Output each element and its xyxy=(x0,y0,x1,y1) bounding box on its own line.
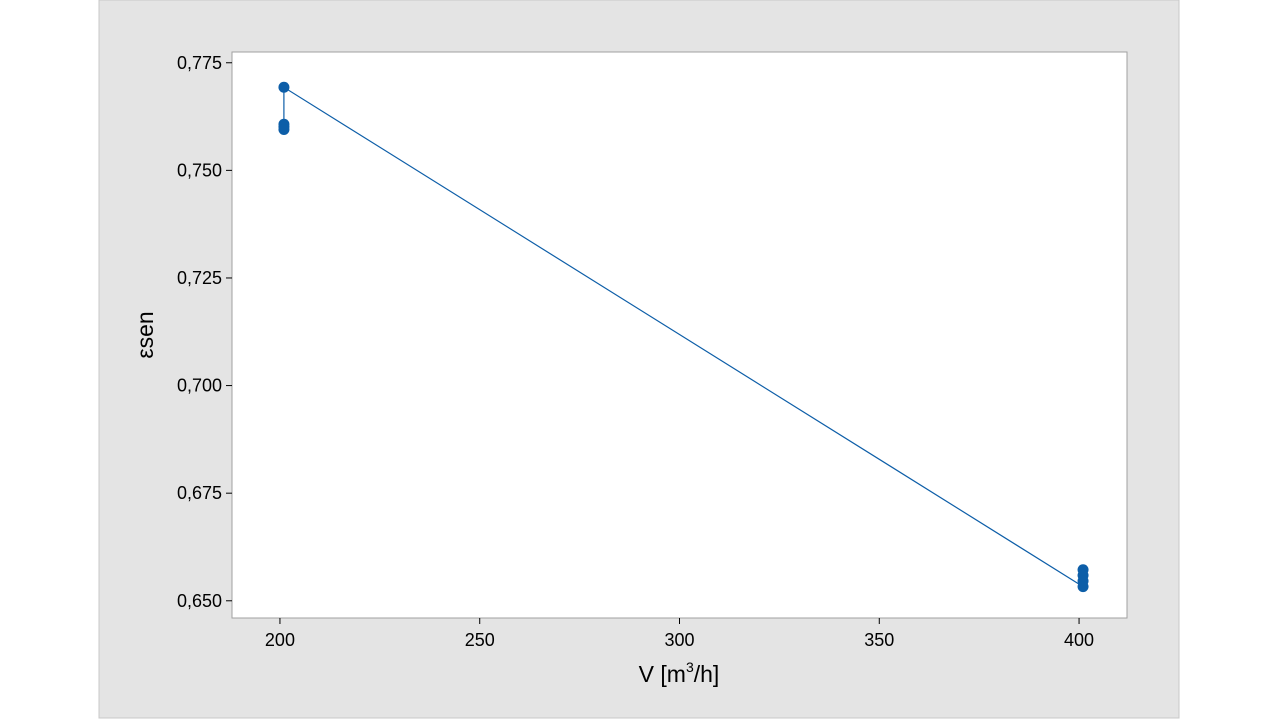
y-tick-label: 0,725 xyxy=(177,268,222,288)
x-axis-title-main: V [m xyxy=(639,661,686,687)
x-tick-label: 200 xyxy=(265,630,295,650)
y-axis: 0,650 0,675 0,700 0,725 0,750 0,775 xyxy=(177,53,232,611)
x-axis: 200 250 300 350 400 xyxy=(265,618,1094,650)
y-tick-label: 0,700 xyxy=(177,376,222,396)
x-tick-label: 250 xyxy=(465,630,495,650)
y-tick-label: 0,775 xyxy=(177,53,222,73)
y-tick-label: 0,650 xyxy=(177,591,222,611)
data-point xyxy=(278,81,290,93)
x-axis-title-tail: /h] xyxy=(694,661,720,687)
x-tick-label: 300 xyxy=(664,630,694,650)
series-layer xyxy=(278,81,1089,593)
x-tick-label: 350 xyxy=(864,630,894,650)
y-tick-label: 0,750 xyxy=(177,160,222,180)
x-axis-title-superscript: 3 xyxy=(686,659,694,675)
y-tick-label: 0,675 xyxy=(177,483,222,503)
data-point xyxy=(1077,581,1089,593)
data-point xyxy=(278,123,290,135)
x-tick-label: 400 xyxy=(1064,630,1094,650)
x-axis-title: V [m3/h] xyxy=(639,659,720,687)
y-axis-title: εsen xyxy=(132,311,158,358)
